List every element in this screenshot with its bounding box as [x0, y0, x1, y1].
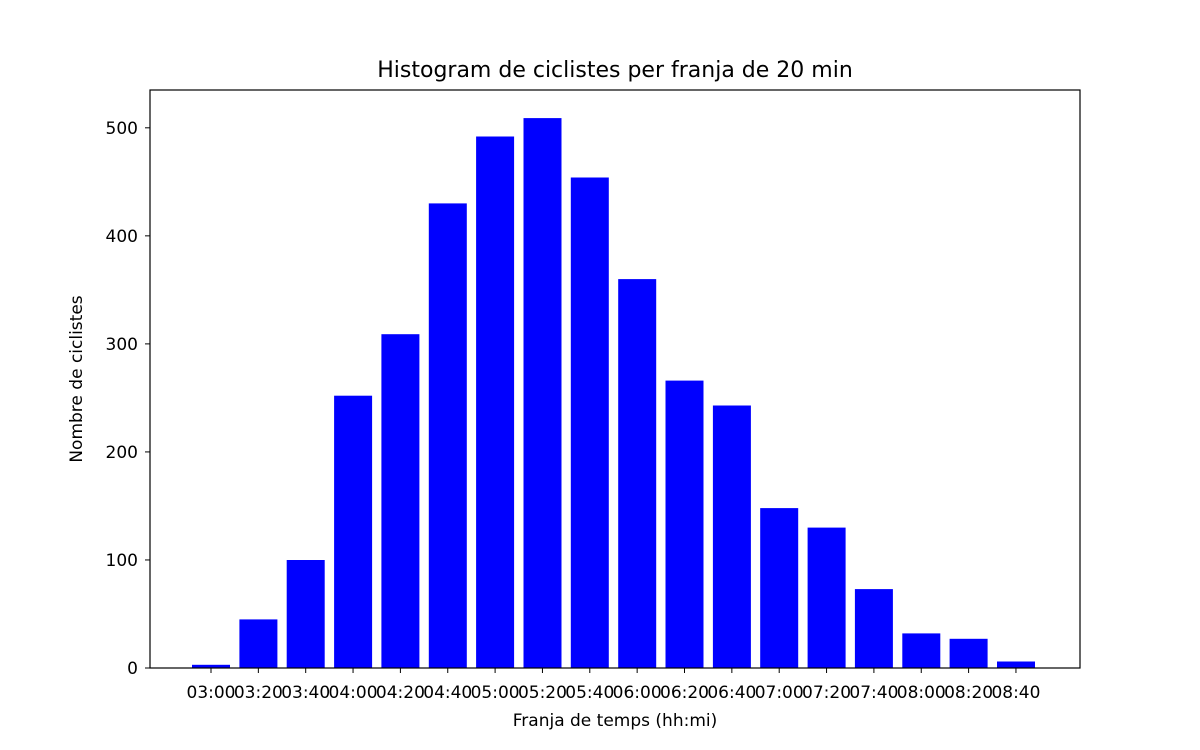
- x-axis: 03:0003:2003:4004:0004:2004:4005:0005:20…: [187, 668, 1040, 703]
- bar-08:00: [902, 633, 941, 668]
- x-tick-label: 04:00: [329, 683, 378, 703]
- bar-05:20: [523, 118, 562, 669]
- x-tick-label: 03:40: [281, 683, 330, 703]
- x-tick-label: 06:40: [707, 683, 756, 703]
- x-tick-label: 06:20: [660, 683, 709, 703]
- bar-04:00: [334, 395, 373, 668]
- bar-04:20: [381, 334, 420, 668]
- x-tick-label: 04:20: [376, 683, 425, 703]
- bar-05:40: [570, 177, 609, 668]
- y-tick-label: 0: [127, 659, 138, 679]
- y-tick-label: 100: [106, 551, 138, 571]
- x-tick-label: 07:40: [849, 683, 898, 703]
- x-tick-label: 06:00: [613, 683, 662, 703]
- bar-04:40: [428, 203, 467, 668]
- x-tick-label: 05:40: [565, 683, 614, 703]
- x-tick-label: 07:20: [802, 683, 851, 703]
- y-tick-label: 400: [106, 227, 138, 247]
- bar-06:40: [712, 405, 751, 668]
- bar-05:00: [476, 136, 515, 668]
- chart-title: Histogram de ciclistes per franja de 20 …: [377, 58, 853, 83]
- bar-07:00: [760, 508, 799, 668]
- y-axis: 0 100 200 300 400 500: [106, 119, 150, 679]
- x-tick-label: 08:40: [991, 683, 1040, 703]
- x-tick-label: 07:00: [755, 683, 804, 703]
- y-tick-label: 200: [106, 443, 138, 463]
- x-tick-label: 03:20: [234, 683, 283, 703]
- x-tick-label: 08:20: [944, 683, 993, 703]
- x-tick-label: 08:00: [897, 683, 946, 703]
- x-tick-label: 04:40: [423, 683, 472, 703]
- bar-06:00: [618, 279, 657, 668]
- x-tick-label: 03:00: [187, 683, 236, 703]
- bars-group: [192, 118, 1035, 669]
- plot-frame: [149, 89, 1081, 669]
- x-tick-label: 05:20: [518, 683, 567, 703]
- y-tick-label: 300: [106, 335, 138, 355]
- bar-06:20: [665, 380, 704, 668]
- bar-08:20: [949, 638, 988, 668]
- bar-07:40: [854, 589, 893, 668]
- y-tick-label: 500: [106, 119, 138, 139]
- x-axis-label: Franja de temps (hh:mi): [513, 711, 717, 731]
- bar-07:20: [807, 527, 846, 668]
- bar-03:00: [192, 664, 230, 668]
- bar-08:40: [997, 661, 1035, 668]
- bar-03:40: [286, 560, 325, 668]
- y-axis-label: Nombre de ciclistes: [67, 295, 87, 462]
- bar-03:20: [239, 619, 278, 668]
- x-tick-label: 05:00: [471, 683, 520, 703]
